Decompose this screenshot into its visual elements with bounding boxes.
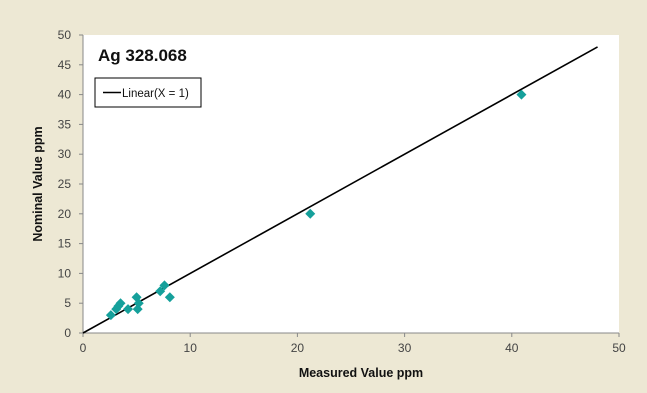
y-tick-label: 40 — [58, 88, 72, 102]
data-point — [516, 89, 527, 100]
tick-labels: 0 10 20 30 40 50 0 5 10 15 20 25 30 35 40 45 50 — [58, 28, 626, 355]
data-point — [132, 304, 143, 315]
x-tick-label: 10 — [184, 341, 198, 355]
y-tick-label: 0 — [64, 326, 71, 340]
legend-label: Linear(X = 1) — [122, 88, 189, 100]
y-tick-label: 5 — [64, 296, 71, 310]
y-tick-label: 50 — [58, 28, 72, 42]
y-tick-label: 35 — [58, 117, 72, 131]
x-tick-label: 50 — [612, 341, 626, 355]
y-tick-label: 10 — [58, 266, 72, 280]
data-point — [155, 286, 166, 297]
data-point — [164, 292, 175, 303]
x-tick-label: 20 — [291, 341, 305, 355]
data-point — [159, 280, 170, 291]
y-tick-label: 45 — [58, 58, 72, 72]
x-tick-label: 30 — [398, 341, 412, 355]
data-point — [105, 310, 116, 321]
axes — [79, 34, 620, 337]
legend: Linear(X = 1) — [94, 77, 202, 108]
data-point — [123, 304, 134, 315]
y-tick-label: 30 — [58, 147, 72, 161]
x-axis-title: Measured Value ppm — [299, 366, 423, 380]
y-tick-label: 15 — [58, 237, 72, 251]
chart-title: Ag 328.068 — [98, 46, 187, 65]
data-point — [113, 301, 124, 312]
y-tick-label: 25 — [58, 177, 72, 191]
x-tick-label: 40 — [505, 341, 519, 355]
data-points — [105, 89, 527, 321]
x-tick-label: 0 — [80, 341, 87, 355]
y-tick-label: 20 — [58, 207, 72, 221]
y-axis-title: Nominal Value ppm — [31, 126, 45, 241]
data-point — [305, 208, 316, 219]
